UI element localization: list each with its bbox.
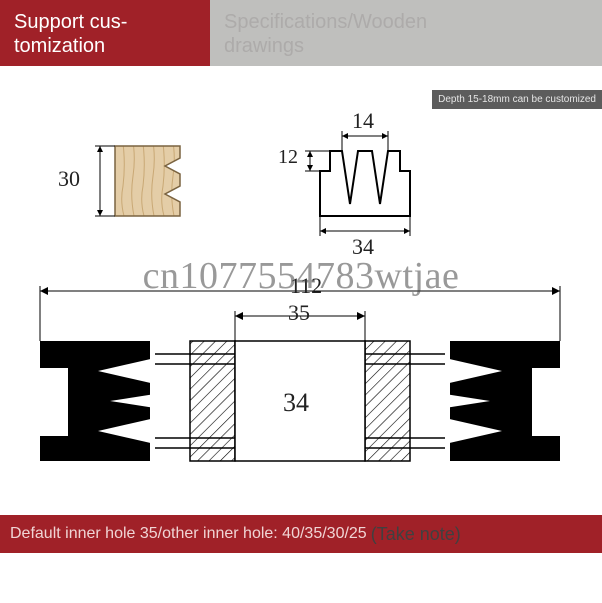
header-right-text: Specifications/Woodendrawings [224,11,427,57]
header-left-text: Support cus-tomization [14,11,127,57]
dim-112: 112 [290,273,322,299]
dim-35: 35 [288,300,310,326]
header-right-panel: Specifications/Woodendrawings [210,0,602,66]
footer-text: Default inner hole 35/other inner hole: … [10,525,367,543]
dim-34-profile: 34 [352,234,374,260]
diagram-canvas: 30 14 12 34 112 35 34 cn1077554783wtjae [0,66,602,536]
dim-12: 12 [278,146,298,169]
header-left-panel: Support cus-tomization [0,0,210,66]
wood-block-view [110,136,230,236]
footer-bar: Default inner hole 35/other inner hole: … [0,515,602,553]
footer-note: (Take note) [371,524,461,545]
profile-view [300,116,440,246]
dim-34-assembly: 34 [283,388,309,418]
header: Support cus-tomization Specifications/Wo… [0,0,602,66]
dim-14: 14 [352,108,374,134]
dim-30: 30 [58,166,80,192]
